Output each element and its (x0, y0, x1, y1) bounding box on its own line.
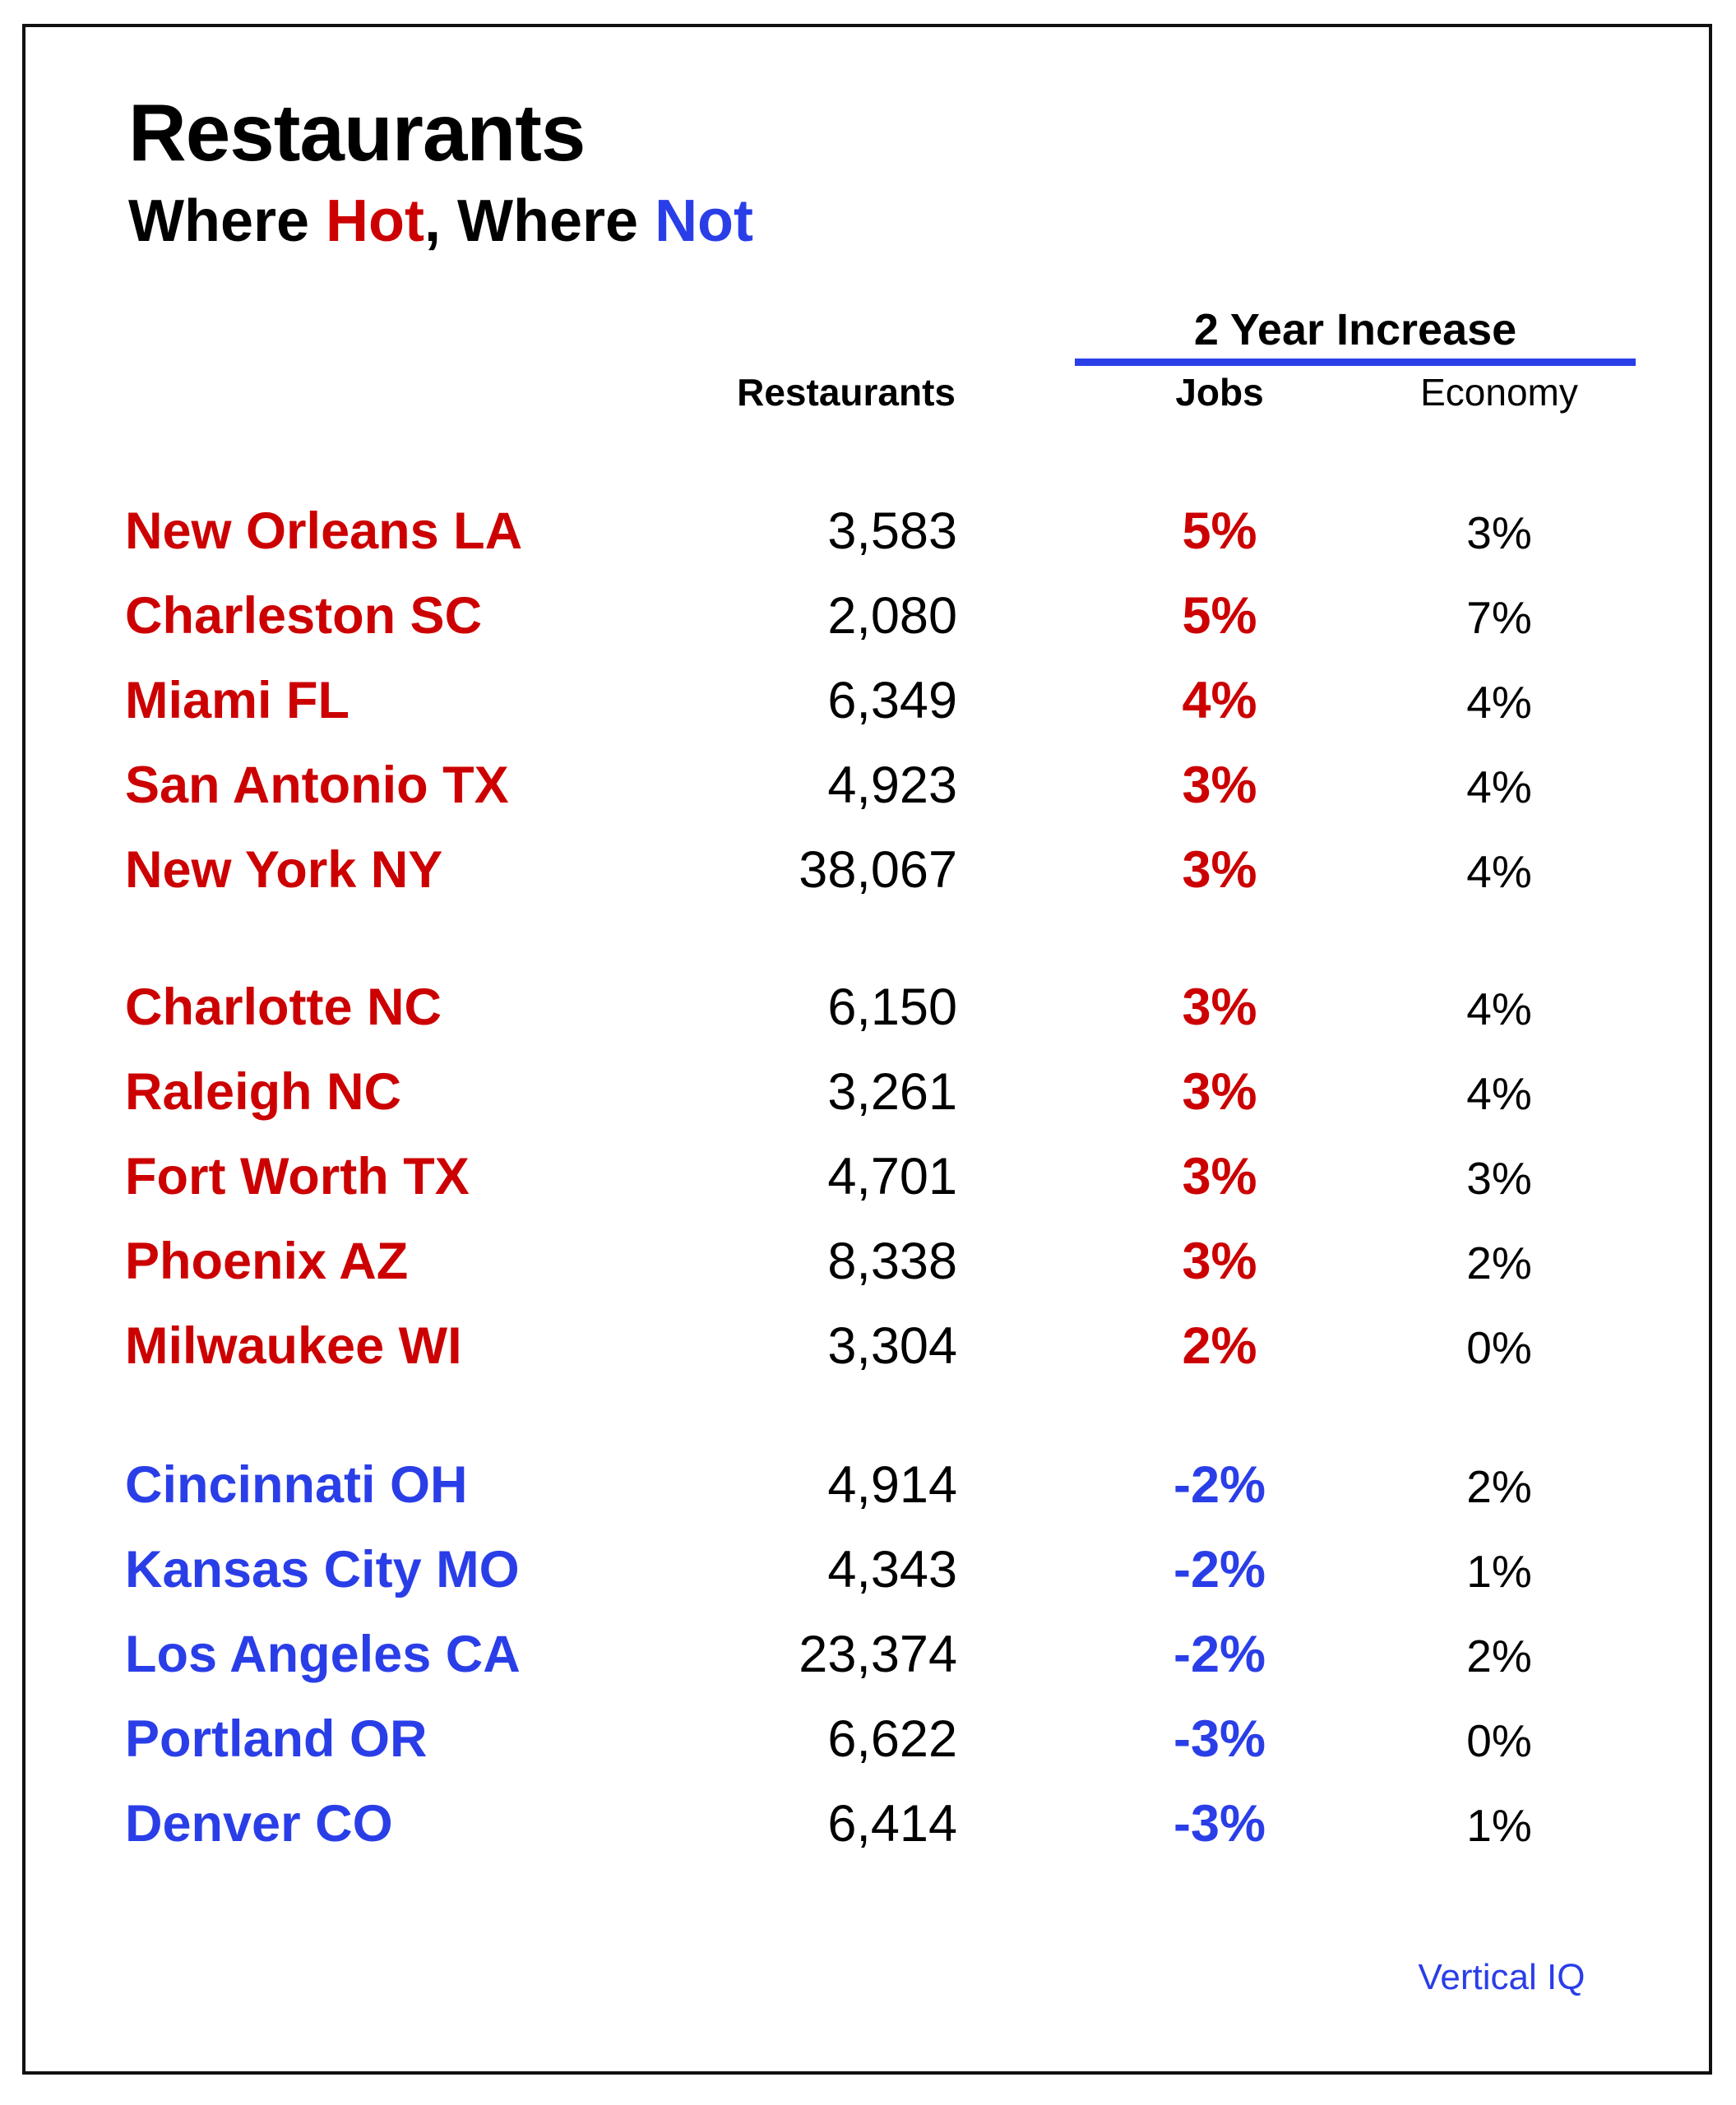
city-name: Charleston SC (125, 587, 483, 645)
table-row: Miami FL 6,349 4% 4% (0, 671, 1736, 745)
table-row: Kansas City MO 4,343 -2% 1% (0, 1540, 1736, 1614)
economy-change: 2% (1466, 1461, 1532, 1512)
restaurants-count: 3,583 (827, 502, 957, 560)
city-name: Charlotte NC (125, 978, 442, 1036)
restaurants-count: 3,304 (827, 1317, 957, 1375)
city-name: Portland OR (125, 1710, 428, 1768)
economy-change: 4% (1466, 761, 1532, 812)
restaurants-count: 38,067 (799, 841, 957, 899)
page-title: Restaurants (128, 87, 586, 178)
economy-change: 1% (1466, 1546, 1532, 1597)
city-name: Denver CO (125, 1795, 393, 1853)
restaurants-count: 6,150 (827, 978, 957, 1036)
table-row: Los Angeles CA 23,374 -2% 2% (0, 1625, 1736, 1699)
city-name: Milwaukee WI (125, 1317, 462, 1375)
economy-change: 2% (1466, 1631, 1532, 1682)
table-row: Denver CO 6,414 -3% 1% (0, 1794, 1736, 1868)
group-header-rule (1075, 359, 1636, 366)
jobs-change: 3% (1182, 756, 1257, 814)
jobs-change: -2% (1173, 1626, 1266, 1683)
jobs-change: 5% (1182, 587, 1257, 645)
jobs-change: 4% (1182, 672, 1257, 729)
economy-change: 0% (1466, 1322, 1532, 1373)
jobs-change: 3% (1182, 841, 1257, 899)
city-name: Raleigh NC (125, 1063, 402, 1121)
jobs-change: 3% (1182, 1148, 1257, 1205)
jobs-change: -2% (1173, 1541, 1266, 1598)
economy-change: 2% (1466, 1238, 1532, 1288)
economy-change: 0% (1466, 1715, 1532, 1766)
table-row: Milwaukee WI 3,304 2% 0% (0, 1316, 1736, 1390)
group-header-2-year-increase: 2 Year Increase (1193, 305, 1517, 354)
economy-change: 4% (1466, 1068, 1532, 1119)
table-row: New York NY 38,067 3% 4% (0, 840, 1736, 914)
jobs-change: -3% (1173, 1710, 1266, 1768)
page-subtitle: Where Hot, Where Not (128, 187, 753, 255)
jobs-change: 3% (1182, 1063, 1257, 1121)
restaurants-count: 6,349 (827, 672, 957, 729)
restaurants-count: 4,923 (827, 756, 957, 814)
jobs-change: -3% (1173, 1795, 1266, 1853)
jobs-change: 3% (1182, 1233, 1257, 1290)
subtitle-not: Not (655, 188, 754, 254)
economy-change: 4% (1466, 846, 1532, 897)
jobs-change: -2% (1173, 1456, 1266, 1514)
table-row: Cincinnati OH 4,914 -2% 2% (0, 1455, 1736, 1529)
subtitle-hot: Hot (326, 188, 424, 254)
city-name: San Antonio TX (125, 756, 509, 814)
column-header-economy: Economy (1420, 371, 1578, 414)
table-row: Phoenix AZ 8,338 3% 2% (0, 1232, 1736, 1306)
table-row: San Antonio TX 4,923 3% 4% (0, 756, 1736, 830)
table-row: Fort Worth TX 4,701 3% 3% (0, 1147, 1736, 1221)
city-name: Los Angeles CA (125, 1626, 521, 1683)
city-name: New York NY (125, 841, 443, 899)
city-name: Cincinnati OH (125, 1456, 468, 1514)
column-header-jobs: Jobs (1175, 371, 1264, 414)
table-row: Charleston SC 2,080 5% 7% (0, 586, 1736, 660)
table-row: Portland OR 6,622 -3% 0% (0, 1709, 1736, 1783)
restaurants-count: 4,343 (827, 1541, 957, 1598)
table-row: New Orleans LA 3,583 5% 3% (0, 502, 1736, 576)
city-name: Fort Worth TX (125, 1148, 470, 1205)
economy-change: 1% (1466, 1800, 1532, 1851)
restaurants-count: 6,622 (827, 1710, 957, 1768)
economy-change: 3% (1466, 1153, 1532, 1204)
restaurants-count: 6,414 (827, 1795, 957, 1853)
restaurants-count: 23,374 (799, 1626, 957, 1683)
economy-change: 4% (1466, 677, 1532, 728)
city-name: Phoenix AZ (125, 1233, 409, 1290)
restaurants-count: 3,261 (827, 1063, 957, 1121)
jobs-change: 3% (1182, 978, 1257, 1036)
jobs-change: 5% (1182, 502, 1257, 560)
economy-change: 4% (1466, 983, 1532, 1034)
table-row: Charlotte NC 6,150 3% 4% (0, 978, 1736, 1052)
subtitle-where-2: , Where (424, 188, 655, 254)
slide-frame (22, 24, 1712, 2075)
city-name: Miami FL (125, 672, 350, 729)
restaurants-count: 8,338 (827, 1233, 957, 1290)
economy-change: 3% (1466, 507, 1532, 558)
restaurants-count: 4,701 (827, 1148, 957, 1205)
subtitle-where-1: Where (128, 188, 326, 254)
jobs-change: 2% (1182, 1317, 1257, 1375)
economy-change: 7% (1466, 592, 1532, 643)
table-row: Raleigh NC 3,261 3% 4% (0, 1062, 1736, 1136)
column-header-restaurants: Restaurants (737, 371, 956, 414)
city-name: New Orleans LA (125, 502, 523, 560)
restaurants-count: 4,914 (827, 1456, 957, 1514)
restaurants-count: 2,080 (827, 587, 957, 645)
city-name: Kansas City MO (125, 1541, 520, 1598)
source-label: Vertical IQ (1418, 1957, 1586, 1997)
